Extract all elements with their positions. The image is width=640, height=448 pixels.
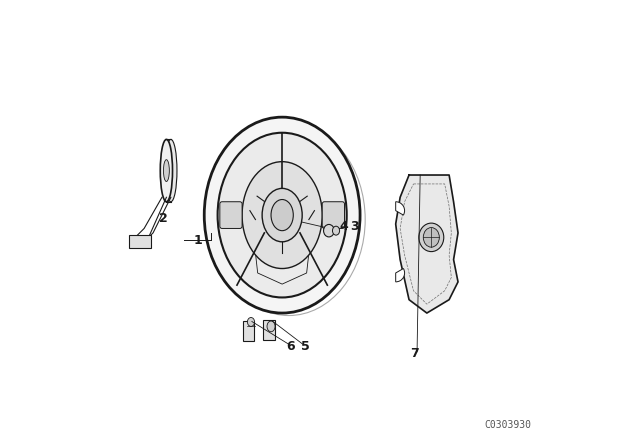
Ellipse shape <box>324 224 334 237</box>
Text: 5: 5 <box>301 340 310 353</box>
Wedge shape <box>396 202 404 215</box>
Ellipse shape <box>163 159 170 181</box>
Ellipse shape <box>267 321 275 332</box>
Polygon shape <box>253 233 311 284</box>
Wedge shape <box>396 268 404 282</box>
Text: 6: 6 <box>287 340 296 353</box>
Ellipse shape <box>248 318 255 327</box>
Ellipse shape <box>332 226 340 235</box>
Text: 2: 2 <box>159 212 168 225</box>
Polygon shape <box>396 175 458 313</box>
Ellipse shape <box>164 139 177 202</box>
Text: 3: 3 <box>351 220 359 233</box>
Ellipse shape <box>271 199 293 231</box>
Ellipse shape <box>423 228 439 247</box>
Text: 1: 1 <box>193 234 202 247</box>
Ellipse shape <box>218 133 347 297</box>
Ellipse shape <box>419 223 444 252</box>
Text: C0303930: C0303930 <box>484 420 531 430</box>
Text: 4: 4 <box>340 220 348 233</box>
Ellipse shape <box>204 117 360 313</box>
FancyBboxPatch shape <box>243 321 254 340</box>
FancyBboxPatch shape <box>262 320 275 340</box>
Text: 7: 7 <box>410 347 419 360</box>
Ellipse shape <box>160 139 173 202</box>
FancyBboxPatch shape <box>322 202 344 228</box>
FancyBboxPatch shape <box>220 202 242 228</box>
FancyBboxPatch shape <box>129 235 151 249</box>
Ellipse shape <box>262 188 302 242</box>
Ellipse shape <box>242 162 322 268</box>
